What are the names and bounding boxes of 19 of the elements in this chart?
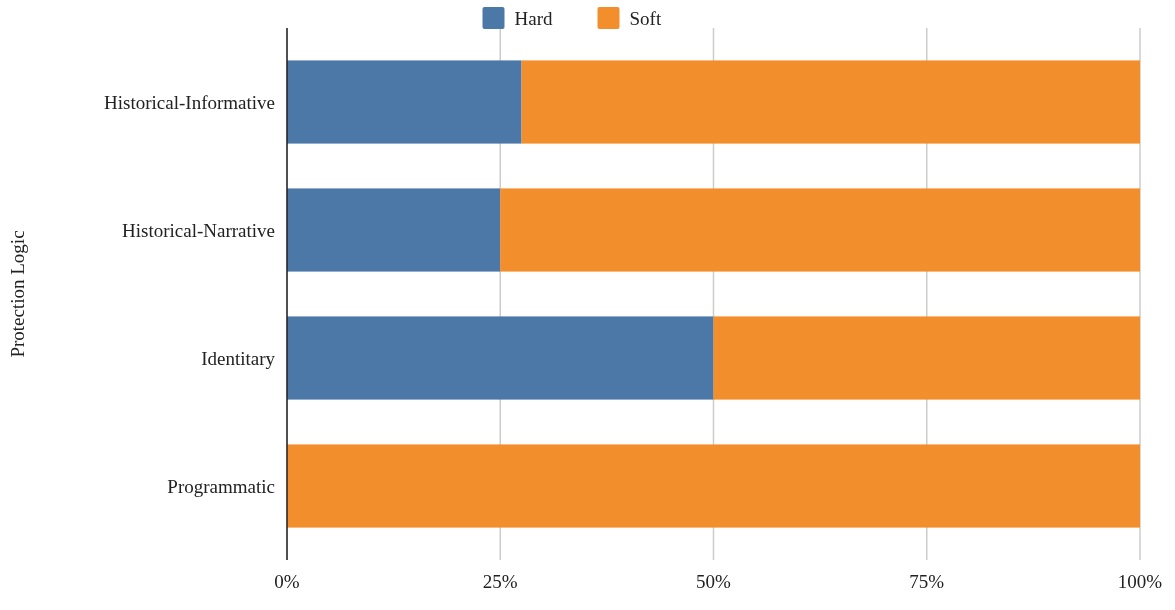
bar <box>500 188 1140 272</box>
legend-label: Soft <box>629 7 662 29</box>
bar <box>287 60 522 144</box>
x-tick-label: 0% <box>274 571 300 592</box>
bar <box>287 444 1140 528</box>
bar <box>521 60 1140 144</box>
x-tick-label: 50% <box>696 571 732 592</box>
y-tick-label: Identitary <box>201 347 276 369</box>
y-tick-label: Historical-Narrative <box>122 219 275 241</box>
legend-label: Hard <box>514 7 553 29</box>
y-axis-title: Protection Logic <box>7 230 28 358</box>
x-tick-label: 75% <box>909 571 945 592</box>
x-tick-label: 25% <box>482 571 518 592</box>
bar <box>287 188 501 272</box>
y-tick-label: Historical-Informative <box>104 91 275 113</box>
x-tick-label: 100% <box>1117 571 1163 592</box>
y-tick-label: Programmatic <box>167 475 275 497</box>
bar <box>713 316 1140 400</box>
bar <box>287 316 714 400</box>
